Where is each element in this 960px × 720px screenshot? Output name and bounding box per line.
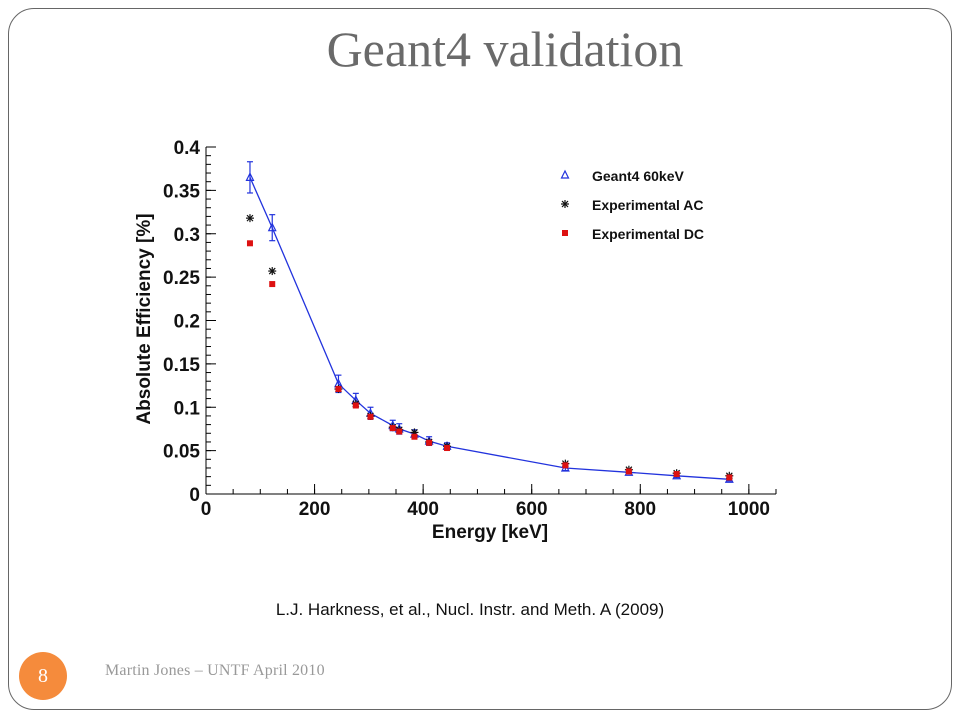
point-square: [726, 474, 733, 481]
point-square: [444, 445, 451, 452]
y-tick-label: 0: [189, 485, 200, 506]
x-axis-label: Energy [keV]: [432, 522, 548, 543]
point-square: [269, 281, 276, 288]
point-star: [245, 214, 254, 223]
chart-axes: 0 0.05 0.1 0.15 0.2 0.25 0.3 0.35 0.4 0 200 400 600 8…: [163, 138, 777, 520]
point-square: [426, 439, 433, 446]
y-tick-label: 0.15: [163, 355, 200, 376]
x-tick-label: 400: [407, 499, 439, 520]
chart-marks-layer: [245, 161, 734, 483]
point-square: [411, 433, 418, 440]
x-tick-label: 800: [624, 499, 656, 520]
chart-legend: Geant4 60keV Experimental AC Experimental …: [560, 168, 704, 242]
efficiency-chart: 0 0.05 0.1 0.15 0.2 0.25 0.3 0.35 0.4 0 200 400 600 8…: [134, 138, 777, 543]
x-tick-label: 0: [201, 499, 212, 520]
slide-frame: [8, 8, 952, 710]
y-tick-label: 0.25: [163, 268, 200, 289]
legend-label-triangle: Geant4 60keV: [592, 168, 684, 184]
legend-marker-triangle: [560, 169, 570, 179]
legend-label-star: Experimental AC: [592, 197, 704, 213]
y-tick-label: 0.1: [174, 398, 201, 419]
point-triangle: [245, 172, 255, 181]
legend-marker-square: [562, 230, 568, 236]
point-square: [389, 425, 396, 432]
fit-curve-layer: [249, 177, 730, 480]
y-tick-label: 0.2: [174, 312, 200, 333]
point-square: [246, 240, 253, 247]
y-axis-label: Absolute Efficiency [%]: [134, 213, 155, 424]
x-tick-label: 1000: [728, 499, 770, 520]
x-tick-label: 600: [516, 499, 548, 520]
point-square: [396, 428, 403, 435]
point-square: [625, 468, 632, 475]
citation-caption: L.J. Harkness, et al., Nucl. Instr. and …: [275, 600, 665, 619]
point-square: [673, 471, 680, 478]
legend-label-square: Experimental DC: [592, 226, 704, 242]
y-tick-label: 0.05: [163, 442, 200, 463]
footer-text: Martin Jones – UNTF April 2010: [105, 662, 325, 679]
point-square: [562, 462, 569, 469]
slide-title: Geant4 validation: [326, 21, 684, 77]
point-triangle: [267, 222, 277, 232]
point-square: [352, 402, 359, 409]
point-square: [335, 386, 342, 393]
y-tick-label: 0.35: [163, 181, 200, 202]
x-tick-label: 200: [299, 499, 331, 520]
y-tick-label: 0.3: [174, 225, 200, 246]
y-tick-label: 0.4: [174, 138, 201, 159]
page-number-badge: 8: [19, 652, 67, 700]
point-square: [367, 413, 374, 420]
fit-line-triangle: [249, 177, 730, 480]
legend-marker-star: [561, 200, 569, 208]
point-star: [268, 267, 277, 276]
